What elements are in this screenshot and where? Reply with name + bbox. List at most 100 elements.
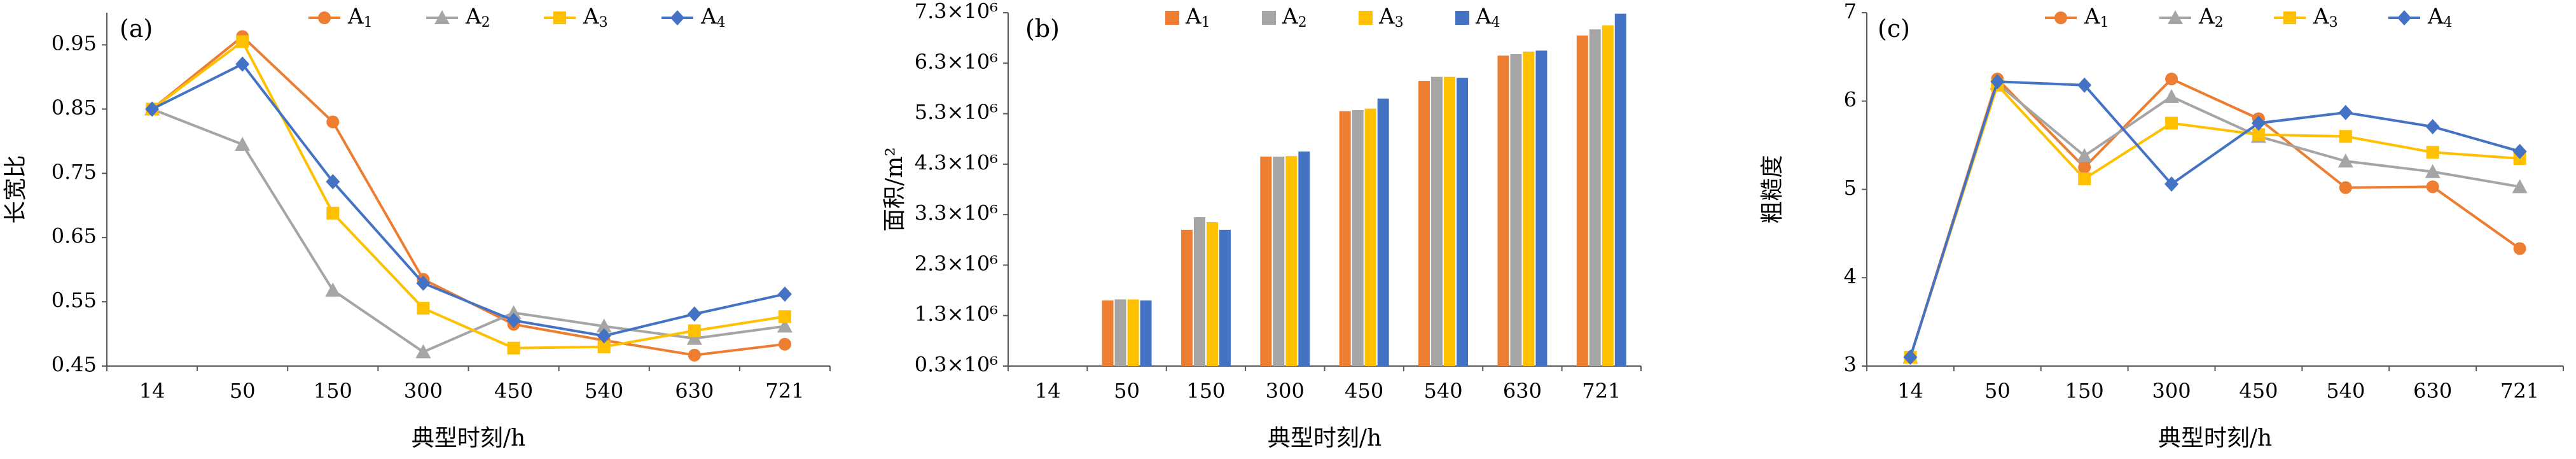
y-tick-label-b: 4.3×10⁶: [915, 150, 998, 174]
bar-b-A2: [1193, 217, 1205, 366]
data-point-c-A1: [2165, 73, 2178, 86]
x-tick-label-a: 150: [314, 379, 352, 403]
y-tick-label-c: 7: [1844, 0, 1857, 24]
x-tick-label-c: 50: [1984, 379, 2011, 403]
y-tick-label-b: 6.3×10⁶: [915, 50, 998, 74]
x-tick-label-a: 721: [765, 379, 804, 403]
legend-label-c-A1: A1: [2084, 4, 2109, 31]
y-tick-label-b: 2.3×10⁶: [915, 251, 998, 276]
data-point-a-A4: [326, 174, 340, 190]
data-point-a-A3: [236, 35, 249, 48]
y-tick-label-b: 1.3×10⁶: [915, 302, 998, 326]
bar-b-A3: [1364, 108, 1376, 366]
y-tick-label-a: 0.95: [52, 31, 97, 55]
x-tick-label-b: 540: [1424, 379, 1463, 403]
y-tick-label-a: 0.55: [52, 288, 97, 313]
x-axis-title-a: 典型时刻/h: [412, 425, 525, 451]
x-axis-title-b: 典型时刻/h: [1268, 425, 1381, 451]
data-point-c-A4: [2077, 77, 2092, 93]
bar-b-A3: [1444, 76, 1456, 366]
data-point-c-A2: [2164, 88, 2180, 103]
data-point-c-A3: [2252, 128, 2265, 141]
bar-b-A4: [1219, 229, 1231, 366]
bar-b-A2: [1589, 29, 1601, 366]
x-tick-label-b: 300: [1266, 379, 1305, 403]
legend-marker-c-A2: [2168, 10, 2183, 24]
panel-label-a: (a): [120, 15, 153, 43]
panel-a-line-chart: 0.45 0.55 0.65 0.75 0.85 0.95 14 50 150 300 450 540…: [3, 4, 831, 451]
bar-b-A3: [1127, 299, 1139, 366]
legend-label-c-A2: A2: [2198, 4, 2224, 31]
data-point-c-A3: [2339, 130, 2352, 143]
data-point-a-A2: [325, 282, 341, 297]
data-point-c-A4: [1990, 74, 2005, 90]
data-point-c-A4: [2164, 176, 2179, 192]
data-point-a-A3: [778, 310, 791, 323]
bar-b-A4: [1377, 98, 1389, 367]
y-tick-label-a: 0.75: [52, 160, 97, 184]
legend-marker-a-A4: [670, 10, 684, 25]
legend-swatch-b-A3: [1359, 11, 1373, 25]
legend-swatch-b-A1: [1165, 11, 1179, 25]
data-point-a-A3: [326, 206, 340, 220]
data-point-c-A4: [2425, 118, 2440, 134]
bar-b-A4: [1140, 300, 1152, 366]
legend-label-c-A4: A4: [2427, 4, 2453, 31]
panel-b-bar-chart: 0.3×10⁶ 1.3×10⁶ 2.3×10⁶ 3.3×10⁶ 4.3×10⁶ 5.3×1…: [882, 0, 1642, 451]
x-axis-title-c: 典型时刻/h: [2158, 425, 2272, 451]
bar-b-A1: [1260, 156, 1272, 366]
legend-swatch-b-A4: [1455, 11, 1469, 25]
data-point-c-A4: [2338, 104, 2353, 120]
legend-marker-c-A4: [2397, 10, 2411, 25]
data-point-c-A4: [1903, 350, 1918, 365]
series-line-a-A2: [151, 108, 786, 353]
data-point-a-A1: [778, 337, 791, 351]
bar-b-A1: [1576, 35, 1588, 366]
data-point-a-A2: [596, 318, 612, 333]
series-line-c-A2: [1909, 82, 2520, 358]
x-tick-label-c: 300: [2152, 379, 2191, 403]
legend-label-c-A3: A3: [2313, 4, 2338, 31]
bar-b-A2: [1352, 110, 1364, 366]
y-tick-label-a: 0.45: [52, 353, 97, 377]
data-point-a-A1: [326, 115, 340, 129]
data-point-c-A1: [2426, 180, 2439, 194]
y-tick-label-b: 0.3×10⁶: [915, 353, 998, 377]
series-line-c-A3: [1909, 83, 2520, 358]
bar-b-A3: [1602, 25, 1614, 367]
data-point-a-A2: [686, 330, 702, 345]
x-tick-label-c: 721: [2500, 379, 2539, 403]
bar-b-A2: [1114, 299, 1126, 366]
y-tick-label-b: 5.3×10⁶: [915, 100, 998, 124]
y-tick-label-b: 7.3×10⁶: [915, 0, 998, 24]
x-tick-label-a: 630: [675, 379, 714, 403]
bar-b-A4: [1298, 152, 1310, 367]
bar-b-A3: [1206, 222, 1218, 366]
data-point-a-A4: [235, 56, 250, 72]
x-tick-label-b: 630: [1503, 379, 1542, 403]
bar-b-A1: [1339, 111, 1351, 366]
data-point-c-A2: [2337, 153, 2353, 168]
legend-label-b-A4: A4: [1475, 4, 1500, 31]
bar-b-A4: [1457, 78, 1469, 367]
x-tick-label-b: 150: [1186, 379, 1225, 403]
x-tick-label-a: 540: [585, 379, 623, 403]
data-point-c-A3: [2426, 146, 2439, 159]
data-point-a-A4: [416, 275, 431, 291]
legend-marker-a-A1: [318, 11, 331, 24]
legend-label-a-A1: A1: [347, 4, 373, 31]
data-point-c-A4: [2251, 115, 2266, 131]
y-axis-title-b: 面积/m²: [882, 147, 908, 232]
data-point-a-A3: [507, 341, 520, 355]
y-tick-label-a: 0.85: [52, 95, 97, 120]
bar-b-A2: [1510, 54, 1522, 366]
panel-c-line-chart: 3 4 5 6 7 14 50 150 300 450 540 630 721 典型时刻/h 粗糙度 (c) A…: [1759, 0, 2564, 451]
bar-b-A3: [1523, 52, 1535, 367]
legend-marker-a-A3: [553, 11, 566, 24]
data-point-a-A4: [597, 328, 611, 344]
bar-b-A1: [1418, 81, 1430, 367]
data-point-c-A2: [2077, 148, 2093, 162]
data-point-c-A3: [2078, 172, 2091, 185]
data-point-c-A3: [2165, 117, 2178, 130]
